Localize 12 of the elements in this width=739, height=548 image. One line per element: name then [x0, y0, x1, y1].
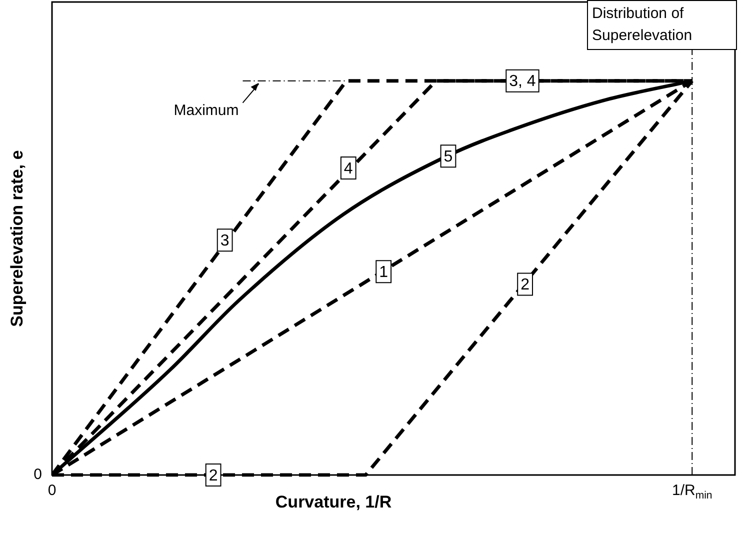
annotation: 4 — [344, 160, 353, 178]
chart-title: Distribution of Superelevation — [587, 0, 737, 50]
annotation: 1 — [379, 264, 388, 282]
annotation: 5 — [444, 148, 453, 166]
annotation: 2 — [520, 276, 530, 294]
annotation: Maximum — [174, 102, 239, 119]
annotation: 3 — [220, 232, 230, 250]
x-axis-title: Curvature, 1/R — [275, 492, 392, 512]
annotation: 3, 4 — [509, 73, 536, 90]
y-axis-title: Superelevation rate, e — [8, 150, 27, 327]
annotation: 2 — [208, 467, 218, 484]
text: 0 — [34, 466, 42, 484]
